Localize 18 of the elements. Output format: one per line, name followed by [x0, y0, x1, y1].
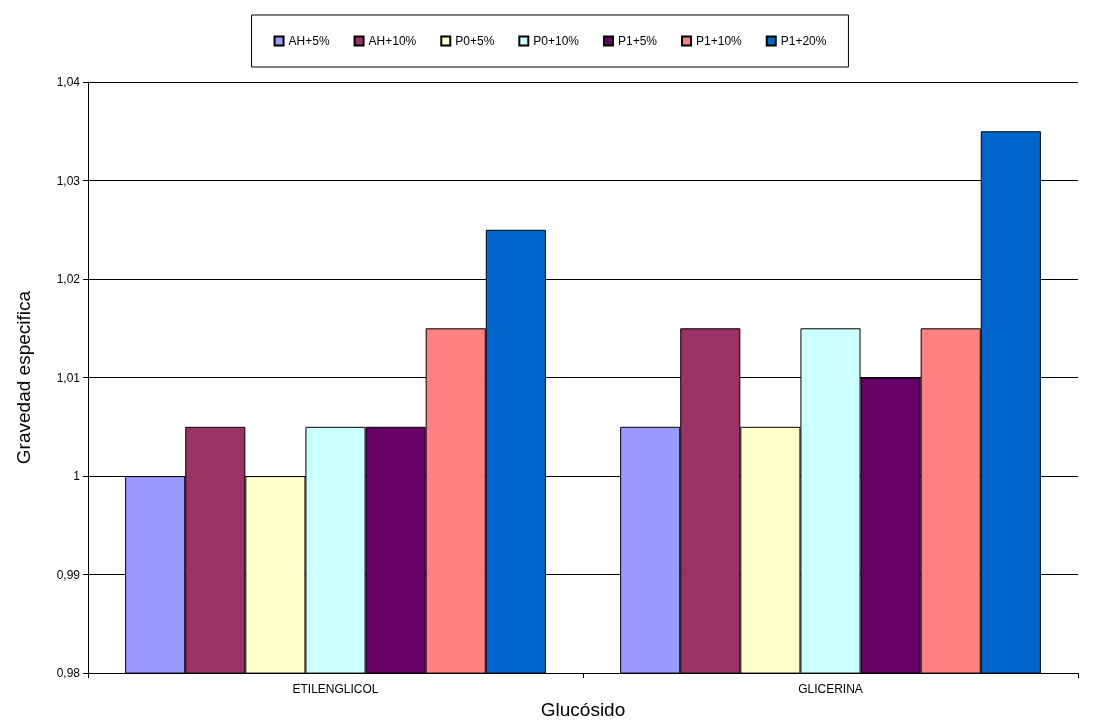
- x-tick-label: ETILENGLICOL: [292, 682, 379, 697]
- x-axis-title: Glucósido: [540, 699, 626, 720]
- legend-label: P1+20%: [780, 34, 827, 48]
- legend-label: P0+5%: [455, 34, 495, 48]
- y-tick-label: 1: [73, 469, 81, 484]
- legend-label: P1+10%: [696, 34, 743, 48]
- legend-label: AH+10%: [368, 34, 417, 48]
- y-tick-label: 1,01: [56, 370, 81, 385]
- legend-label: P1+5%: [618, 34, 658, 48]
- legend-label: P0+10%: [533, 34, 580, 48]
- y-tick-label: 1,02: [56, 272, 81, 287]
- y-tick-label: 1,03: [56, 173, 81, 188]
- y-tick-label: 0,99: [56, 567, 81, 582]
- y-axis-title: Gravedad especifica: [13, 290, 34, 465]
- y-tick-label: 0,98: [56, 666, 81, 681]
- y-tick-label: 1,04: [56, 75, 81, 89]
- legend-label: AH+5%: [288, 34, 330, 48]
- x-tick-label: GLICERINA: [798, 682, 863, 697]
